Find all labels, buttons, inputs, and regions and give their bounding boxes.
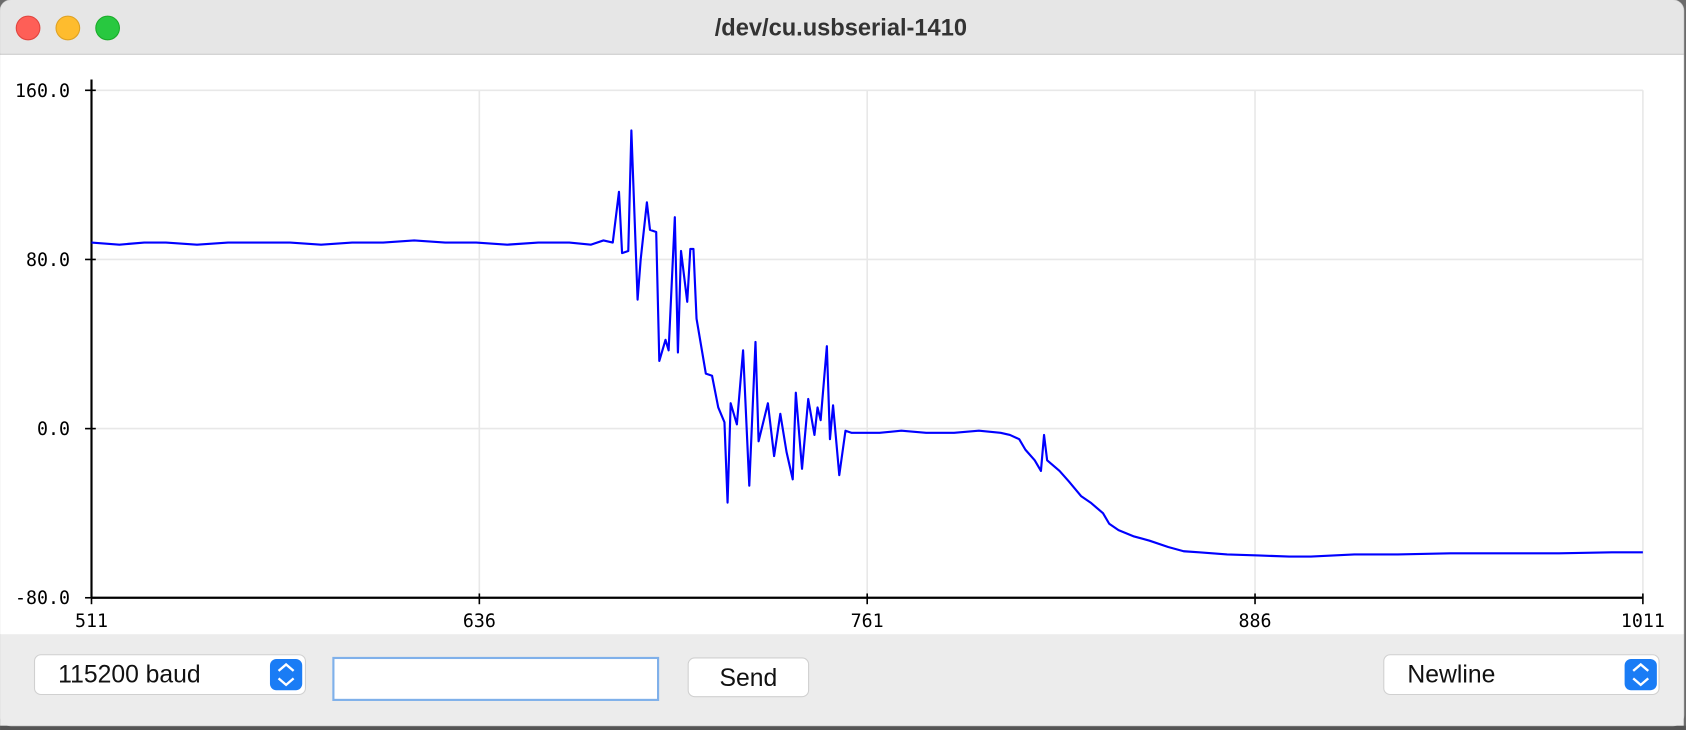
stepper-icon	[277, 662, 295, 687]
baud-select[interactable]	[33, 654, 306, 696]
x-tick-label: 636	[463, 611, 496, 632]
y-tick-label: 0.0	[37, 419, 70, 440]
x-tick-label: 1011	[1621, 611, 1665, 632]
desktop	[0, 725, 1686, 730]
baud-label: 115200 baud	[58, 662, 201, 689]
y-tick-label: 80.0	[26, 250, 70, 271]
line-ending-select[interactable]	[1383, 654, 1660, 696]
title-bar	[0, 0, 1684, 54]
stepper-icon	[1632, 662, 1650, 687]
data-line	[91, 129, 1643, 558]
window-title: /dev/cu.usbserial-1410	[715, 15, 967, 41]
x-tick-label: 511	[75, 611, 108, 632]
x-tick-label: 761	[851, 611, 884, 632]
send-button[interactable]	[687, 657, 810, 698]
x-tick-label: 886	[1239, 611, 1272, 632]
y-tick-label: 160.0	[15, 81, 70, 102]
zoom-button[interactable]	[95, 15, 120, 41]
message-input[interactable]	[332, 656, 660, 701]
plot-background	[0, 54, 1684, 635]
y-tick-label: -80.0	[15, 588, 70, 609]
minimize-button[interactable]	[55, 15, 81, 41]
close-button[interactable]	[15, 15, 41, 41]
line-ending-stepper	[1624, 659, 1657, 691]
send-label: Send	[720, 665, 778, 692]
plot: -80.0 0.0 80.0 160.0 511 636 761 886 1011	[15, 79, 1665, 632]
line-ending-label: Newline	[1407, 662, 1495, 689]
baud-stepper	[269, 659, 303, 691]
